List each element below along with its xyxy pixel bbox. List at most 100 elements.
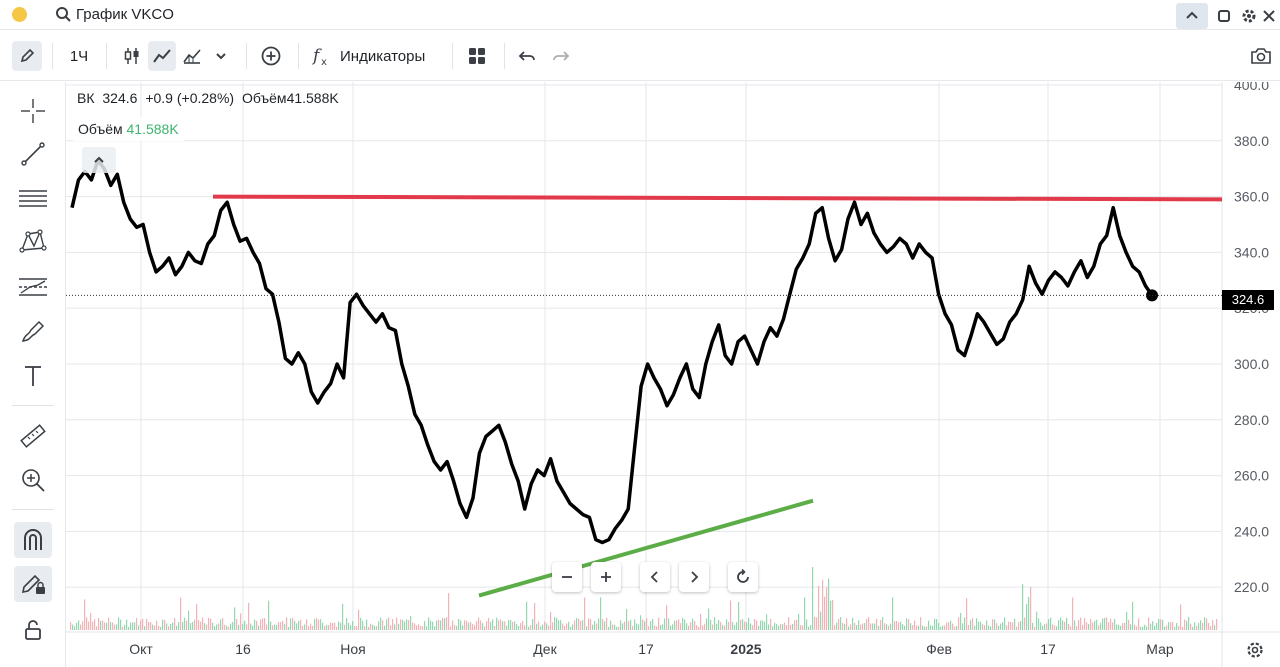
volume-bar [428,617,430,630]
volume-bar [714,617,716,630]
lock-all-button[interactable] [14,612,52,648]
volume-bar [148,622,150,630]
area-chart-button[interactable] [178,41,206,71]
snapshot-button[interactable] [1246,41,1276,71]
compare-symbol-button[interactable] [256,41,286,71]
volume-bar [308,626,310,630]
volume-bar [372,624,374,630]
volume-bar [724,625,726,630]
volume-bar [698,626,700,630]
y-tick-label: 360.0 [1234,189,1269,205]
volume-bar [750,623,752,630]
volume-bar [1036,611,1038,630]
templates-button[interactable] [462,41,492,71]
volume-bar [564,625,566,630]
volume-bar [668,618,670,630]
volume-bar [362,620,364,630]
zoom-out-button[interactable] [552,562,582,592]
line-chart-button[interactable] [148,41,176,71]
undo-button[interactable] [514,41,540,71]
volume-bar [182,622,184,630]
volume-bar [266,624,268,630]
volume-bar [546,623,548,630]
volume-legend: Объём 41.588K [73,117,184,141]
search-icon[interactable] [54,5,74,25]
legend-ticker: ВК [77,90,95,106]
volume-bar [746,622,748,630]
lock-drawings-button[interactable] [14,566,52,602]
volume-bar [596,623,598,630]
magnet-mode-button[interactable] [14,522,52,558]
volume-bar [592,624,594,630]
volume-bar [538,621,540,630]
volume-bar [958,617,960,630]
volume-bar [790,624,792,630]
zoom-in-button[interactable] [591,562,621,592]
scroll-left-button[interactable] [640,562,670,592]
volume-bar [888,625,890,630]
brush-tool[interactable] [14,314,52,350]
volume-bar [968,625,970,630]
maximize-button[interactable] [1214,3,1234,29]
pattern-tool[interactable] [14,224,52,260]
crosshair-tool[interactable] [14,93,52,129]
settings-button[interactable] [1238,3,1260,29]
ruler-icon [20,424,46,448]
reset-chart-button[interactable] [728,562,758,592]
volume-bar [1076,626,1078,630]
drawing-mode-button[interactable] [12,41,42,71]
volume-bar [580,620,582,630]
volume-bar [204,623,206,630]
volume-bar [1126,611,1128,630]
fib-levels-tool[interactable] [14,180,52,216]
volume-bar [1096,619,1098,630]
chart-settings-button[interactable] [1242,637,1268,663]
volume-bar [982,624,984,630]
volume-bar [192,621,194,630]
ruler-tool[interactable] [14,418,52,454]
volume-bar [1150,623,1152,630]
volume-bar [370,623,372,630]
volume-bar [616,626,618,630]
volume-bar [948,622,950,630]
volume-bar [1060,617,1062,630]
scroll-right-button[interactable] [679,562,709,592]
horizontal-lines-icon [19,190,47,207]
forecast-tool[interactable] [14,269,52,305]
redo-button[interactable] [548,41,574,71]
close-window-button[interactable] [1260,3,1278,29]
volume-bar [188,610,190,630]
candles-chart-button[interactable] [118,41,146,71]
volume-bar [926,626,928,630]
volume-bar [922,625,924,630]
volume-bar [992,619,994,630]
collapse-window-button[interactable] [1176,3,1208,29]
interval-button[interactable]: 1Ч [69,47,89,65]
volume-bar [256,620,258,630]
volume-bar [822,579,824,630]
x-tick-label: 17 [1040,641,1056,657]
volume-bar [1142,626,1144,630]
chart-type-dropdown[interactable] [210,41,232,71]
volume-bar [930,625,932,630]
volume-bar [386,619,388,630]
price-chart[interactable]: 400.0380.0360.0340.0320.0300.0280.0260.0… [66,82,1280,667]
collapse-legend-button[interactable] [82,147,116,173]
zoom-tool[interactable] [14,462,52,498]
trend-line-tool[interactable] [14,136,52,172]
volume-bar [1042,625,1044,630]
volume-bar [402,619,404,630]
volume-bar [1066,617,1068,630]
volume-bar [420,625,422,630]
volume-bar [316,618,318,630]
pencil-icon [20,48,35,63]
candlestick-icon [124,48,139,64]
volume-bar [1088,624,1090,630]
volume-bar [680,623,682,630]
window-title[interactable]: График VKCO [76,6,174,23]
volume-bar [638,624,640,630]
text-tool[interactable] [14,358,52,394]
volume-bar [542,624,544,630]
volume-bar [1058,620,1060,630]
